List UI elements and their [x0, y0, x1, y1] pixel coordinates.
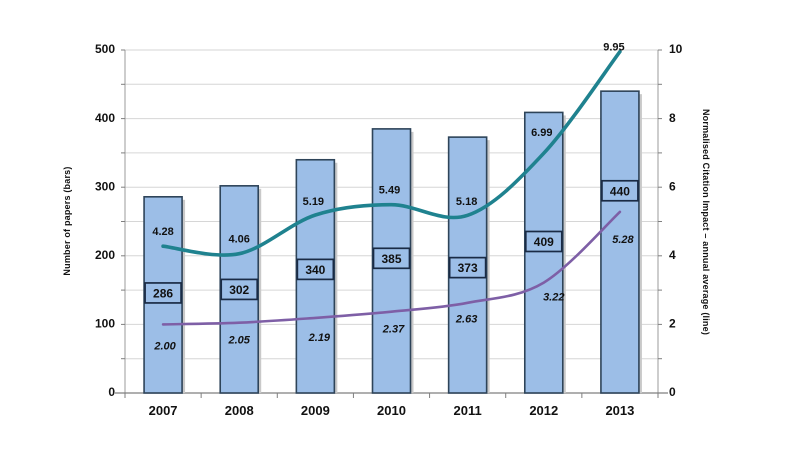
x-axis-category-label: 2013 — [605, 403, 634, 418]
normalised-citation-impact-teal-line-value-label: 4.28 — [152, 226, 173, 238]
normalised-citation-impact-purple-line-value-label: 3.22 — [543, 291, 564, 303]
left-axis-tick-label: 400 — [95, 111, 115, 125]
bar-value-box — [372, 247, 411, 270]
x-axis-category-label: 2010 — [377, 403, 406, 418]
normalised-citation-impact-teal-line-value-label: 5.19 — [303, 196, 324, 208]
normalised-citation-impact-teal-line — [161, 49, 622, 257]
line-series-group — [161, 49, 622, 326]
left-axis-tick-label: 200 — [95, 248, 115, 262]
normalised-citation-impact-purple-line-value-label: 2.05 — [228, 335, 251, 347]
right-axis-tick-label: 6 — [669, 179, 676, 193]
normalised-citation-impact-teal-line-value-label: 4.06 — [229, 234, 250, 246]
x-axis-category-label: 2011 — [454, 403, 482, 418]
normalised-citation-impact-teal-line-value-label: 9.95 — [603, 42, 624, 54]
bar-value-box — [296, 258, 335, 281]
bar-value-box — [524, 230, 563, 253]
bar-value-label: 385 — [381, 252, 401, 266]
bar-value-label: 373 — [458, 261, 478, 275]
bar-value-label: 409 — [534, 235, 554, 249]
bars-group — [143, 90, 642, 394]
normalised-citation-impact-teal-line-value-label: 5.49 — [379, 185, 400, 197]
right-axis-tick-label: 4 — [669, 248, 676, 262]
normalised-citation-impact-purple-line — [161, 210, 622, 326]
bar-value-box — [220, 278, 259, 301]
bar-value-label: 302 — [229, 283, 249, 297]
right-axis-tick-label: 0 — [669, 385, 676, 399]
left-axis-tick-label: 100 — [95, 317, 115, 331]
x-axis-category-label: 2007 — [149, 403, 178, 418]
x-axis-category-label: 2012 — [529, 403, 558, 418]
bar-value-box — [448, 256, 487, 279]
left-axis-tick-label: 500 — [95, 42, 115, 56]
normalised-citation-impact-teal-line-value-label: 5.18 — [456, 196, 477, 208]
x-axis-category-label: 2008 — [225, 403, 254, 418]
bar-value-box — [144, 282, 182, 304]
right-axis-tick-label: 10 — [669, 42, 683, 56]
right-axis-tick-label: 2 — [669, 317, 676, 331]
bar — [600, 90, 640, 394]
left-axis-tick-label: 300 — [95, 179, 115, 193]
right-axis-title: Normalised Citation Impact – annual aver… — [701, 109, 711, 335]
bar-value-label: 286 — [153, 286, 173, 300]
x-axis-category-label: 2009 — [301, 403, 330, 418]
bar-value-box — [601, 179, 639, 202]
data-labels-group: 286 302 340 385 373 409 440 4.28 4.06 5.19 5.49 5.1… — [144, 42, 639, 352]
bar-value-label: 440 — [610, 184, 630, 198]
normalised-citation-impact-purple-line-value-label: 2.19 — [308, 332, 331, 344]
right-axis-tick-label: 8 — [669, 111, 676, 125]
left-axis-tick-label: 0 — [108, 385, 115, 399]
normalised-citation-impact-purple-line-value-label: 2.63 — [455, 314, 477, 326]
left-axis-title: Number of papers (bars) — [62, 166, 72, 275]
normalised-citation-impact-teal-line-value-label: 6.99 — [531, 127, 552, 139]
normalised-citation-impact-purple-line-value-label: 2.00 — [153, 340, 176, 352]
normalised-citation-impact-purple-line-value-label: 5.28 — [612, 234, 634, 246]
bar-value-label: 340 — [305, 263, 325, 277]
normalised-citation-impact-purple-line-value-label: 2.37 — [382, 324, 405, 336]
bar — [523, 111, 564, 394]
